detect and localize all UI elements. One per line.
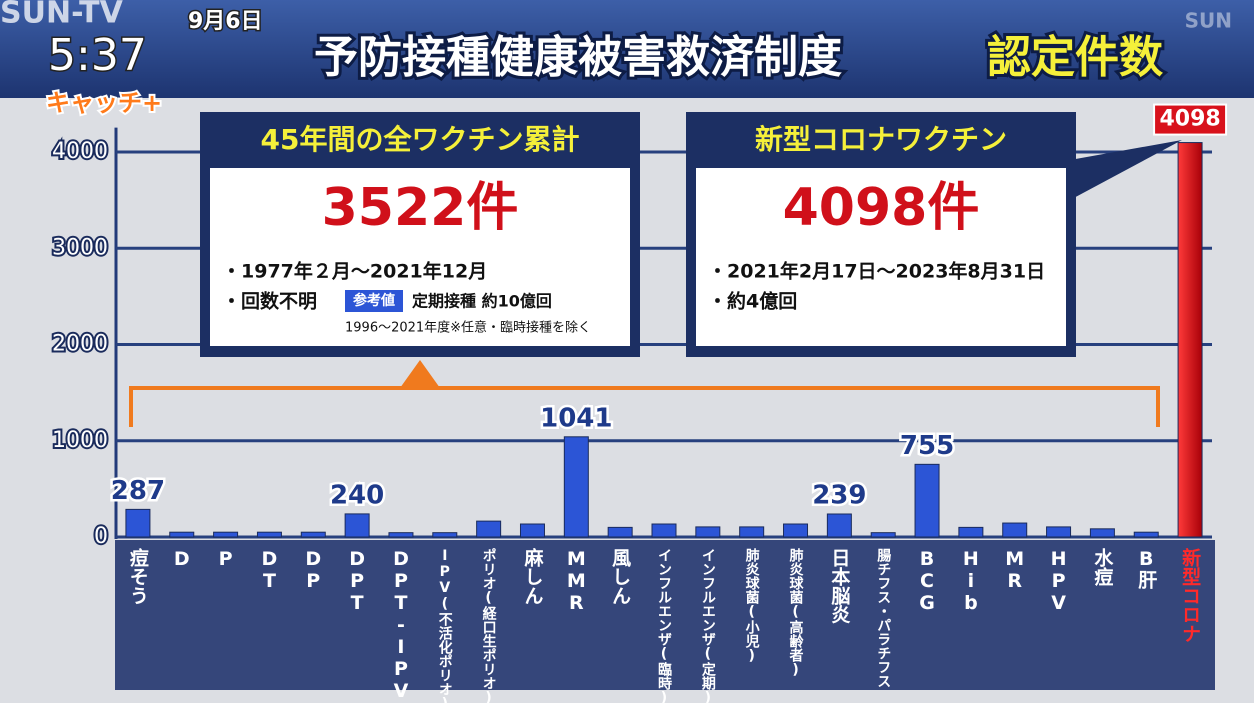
x-tick-label: インフルエンザ(臨時) — [656, 548, 672, 703]
x-tick-label: Hib — [960, 548, 982, 614]
y-tick-label: 2000 — [52, 332, 108, 357]
bar — [1177, 142, 1203, 538]
bar — [563, 436, 589, 538]
x-tick-label: インフルエンザ(定期) — [700, 548, 716, 703]
bar — [1046, 526, 1072, 538]
callout-line: ・約4億回 — [708, 290, 797, 313]
callout-line: ・1977年２月～2021年12月 — [222, 260, 487, 283]
value-label: 287 — [111, 476, 165, 506]
callout-line: ・回数不明 — [222, 290, 317, 313]
watermark: SUN — [1185, 9, 1232, 33]
value-label: 240 — [330, 480, 384, 510]
x-tick-label: DP — [302, 548, 324, 592]
value-label: 4098 — [1159, 107, 1220, 132]
x-tick-label: HPV — [1048, 548, 1070, 614]
bar — [739, 526, 765, 538]
bar — [607, 526, 633, 538]
value-label: 239 — [812, 480, 866, 510]
bar — [783, 523, 809, 538]
x-tick-label: DPT — [346, 548, 368, 614]
x-tick-label: DPT-IPV — [390, 548, 412, 702]
tag-text: 定期接種 約10億回 — [411, 292, 552, 311]
category-band — [115, 540, 1215, 690]
callout-pointer — [1070, 140, 1182, 200]
y-tick-label: 1000 — [52, 428, 108, 453]
program-logo: キャッチ+ — [46, 89, 162, 117]
bar — [1133, 531, 1159, 538]
x-tick-label: MMR — [565, 548, 587, 614]
bracket — [129, 386, 1160, 427]
value-label-box — [1153, 103, 1228, 136]
y-tick-label: 4000 — [52, 139, 108, 164]
x-tick-label: BCG — [916, 548, 938, 614]
bar — [300, 531, 326, 538]
tag-box — [345, 290, 403, 312]
x-tick-label: 水痘 — [1091, 548, 1113, 587]
bar — [519, 523, 545, 538]
x-tick-label: 新型コロナ — [1179, 547, 1201, 643]
x-tick-label: 腸チフス・パラチフス — [875, 547, 891, 688]
x-tick-label: B肝 — [1135, 548, 1157, 590]
value-label: 755 — [900, 431, 954, 461]
x-tick-label: 痘そう — [127, 547, 149, 605]
callout-line: ・2021年2月17日～2023年8月31日 — [708, 260, 1045, 283]
chart-title-highlight: 認定件数 — [987, 32, 1163, 83]
bar — [432, 532, 458, 538]
bar — [256, 531, 282, 538]
bar — [213, 531, 239, 538]
callout-title: 45年間の全ワクチン累計 — [261, 123, 580, 156]
callout-count: 4098件 — [783, 178, 980, 238]
bar — [826, 513, 852, 538]
bar — [651, 523, 677, 538]
x-tick-label: IPV(不活化ポリオ) — [437, 548, 453, 703]
x-tick-label: 肺炎球菌(高齢者) — [788, 548, 804, 678]
bar — [695, 526, 721, 538]
callout-count: 3522件 — [322, 178, 519, 238]
bar — [1002, 522, 1028, 538]
note: 1996～2021年度※任意・臨時接種を除く — [345, 320, 591, 336]
x-tick-label: DT — [258, 548, 280, 592]
callout-body — [696, 168, 1066, 346]
callout-body — [210, 168, 630, 346]
bar — [870, 532, 896, 538]
bar — [958, 526, 984, 538]
y-tick-label: 3000 — [52, 235, 108, 260]
x-tick-label: 日本脳炎 — [828, 548, 851, 624]
x-tick-label: D — [171, 548, 193, 570]
date: 9月6日 — [188, 9, 263, 34]
y-tick-label: 0 — [94, 524, 108, 549]
x-tick-label: 風しん — [609, 548, 631, 605]
bar — [169, 531, 195, 538]
x-tick-label: ポリオ(経口生ポリオ) — [481, 548, 497, 703]
x-tick-label: 麻しん — [521, 547, 544, 605]
clock: 5:37 — [48, 30, 147, 81]
x-tick-label: MR — [1004, 548, 1026, 592]
bar — [476, 520, 502, 538]
x-tick-label: P — [215, 548, 237, 570]
callout-title: 新型コロナワクチン — [755, 123, 1007, 156]
chart-title: 予防接種健康被害救済制度 — [314, 32, 842, 83]
bar — [914, 463, 940, 538]
bracket-pointer — [400, 360, 440, 388]
bar — [125, 508, 151, 538]
x-tick-label: 肺炎球菌(小児) — [744, 548, 761, 664]
bar — [388, 532, 414, 538]
bar — [344, 513, 370, 538]
channel-logo: SUN-TV — [0, 0, 124, 31]
tag: 参考値 — [353, 292, 395, 309]
value-label: 1041 — [540, 403, 612, 433]
header-band — [0, 0, 1254, 98]
bar — [1089, 528, 1115, 538]
